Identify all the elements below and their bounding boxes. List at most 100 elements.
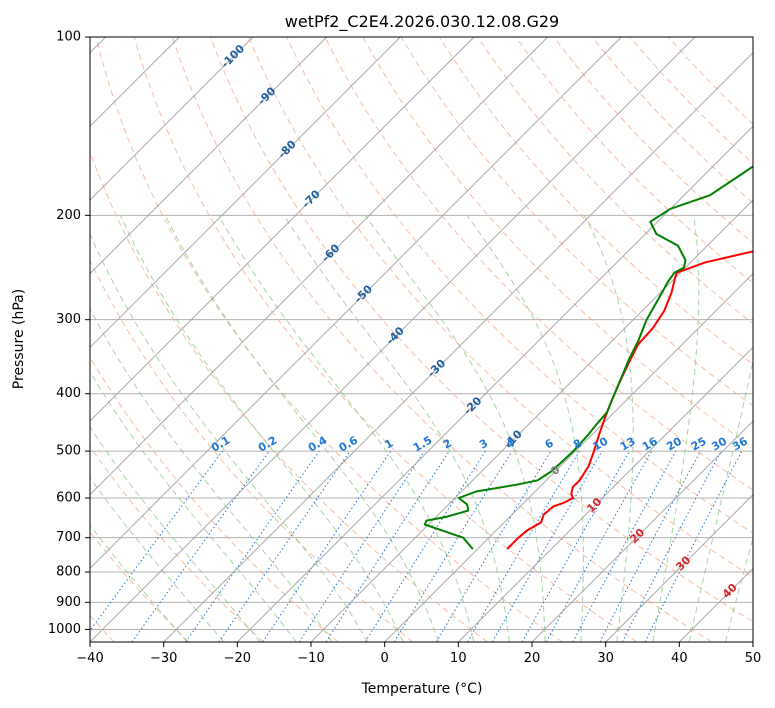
mixing-ratio-line (393, 450, 513, 642)
moist-adiabat-line (466, 215, 584, 642)
mixing-ratio-line (644, 450, 743, 642)
y-tick-label: 200 (56, 208, 81, 223)
mixing-ratio-label: 6 (543, 436, 556, 451)
dry-adiabat-line (95, 37, 563, 642)
dry-adiabat-line (591, 37, 753, 204)
mixing-ratio-label: 3 (477, 437, 490, 452)
moist-adiabat-line (762, 215, 775, 642)
moist-adiabat-line (725, 536, 753, 642)
isotherm-line (90, 37, 401, 348)
mixing-ratio-lines (90, 450, 743, 642)
isotherm-line (384, 273, 753, 642)
moist-adiabat-line (652, 215, 700, 642)
mixing-ratio-line (325, 450, 450, 642)
y-tick-label: 900 (56, 595, 81, 610)
isotherm-label: -20 (461, 394, 484, 417)
isotherm-line (752, 641, 753, 642)
moist-adiabat-line (583, 215, 634, 642)
mixing-ratio-label: 2 (441, 437, 454, 452)
moist-adiabat-line (90, 426, 261, 642)
mixing-ratio-line (262, 450, 392, 642)
moist-adiabat-line (90, 308, 333, 642)
dry-adiabat-line (400, 37, 753, 407)
dry-adiabat-line (553, 37, 753, 244)
isotherms (90, 37, 753, 642)
isotherm-line (90, 37, 548, 496)
mixing-ratio-line (218, 450, 351, 642)
y-tick-label: 300 (56, 312, 81, 327)
y-tick-label: 800 (56, 565, 81, 580)
dry-adiabat-line (171, 37, 712, 642)
moist-adiabat-line (364, 215, 546, 642)
isotherm-line (90, 37, 254, 201)
dry-adiabat-line (90, 259, 414, 642)
mixing-ratio-line (599, 450, 701, 642)
isotherm-label: -50 (352, 282, 375, 305)
mixing-ratio-line (364, 450, 486, 642)
isotherm-line (90, 37, 327, 275)
mixing-ratio-line (298, 450, 425, 642)
isotherm-label: -80 (276, 138, 299, 161)
isotherm-label: -90 (255, 84, 278, 107)
dry-adiabats (90, 37, 753, 642)
y-tick-label: 100 (56, 30, 81, 45)
isotherm-line (163, 52, 753, 642)
pressure-gridlines (90, 37, 753, 630)
dry-adiabat-line (324, 37, 753, 491)
moist-adiabat-line (688, 358, 753, 642)
isotherm-label: -40 (384, 324, 407, 347)
isotherm-line (90, 37, 622, 569)
y-tick-label: 500 (56, 444, 81, 459)
isotherm-line (458, 346, 753, 642)
y-tick-label: 600 (56, 491, 81, 506)
x-tick-label: 50 (745, 651, 762, 666)
x-tick-label: 0 (381, 651, 389, 666)
y-axis-title: Pressure (hPa) (11, 289, 27, 389)
dry-adiabat-line (668, 37, 753, 125)
isotherm-label: -30 (425, 357, 448, 380)
x-axis-title: Temperature (°C) (361, 681, 483, 697)
x-tick-label: 40 (671, 651, 688, 666)
isotherm-label: 20 (627, 526, 647, 546)
x-tick-label: −30 (150, 651, 177, 666)
isotherm-label: 30 (673, 553, 693, 573)
mixing-ratio-line (185, 450, 320, 642)
moist-adiabat-line (90, 370, 297, 642)
mixing-ratio-line (90, 450, 223, 632)
y-tick-label: 400 (56, 386, 81, 401)
dry-adiabat-line (248, 37, 753, 578)
mixing-ratio-line (521, 450, 630, 642)
isotherm-line (531, 420, 753, 642)
dry-adiabat-line (210, 37, 753, 623)
isotherm-line (679, 567, 753, 642)
plot-area: 0.1 0.2 0.4 0.6 1 1.5 2 3 4 6 8 10 13 16 20 25 30 36-100-… (90, 37, 775, 642)
x-tick-label: −40 (76, 651, 103, 666)
temperature-profile-line (506, 250, 753, 550)
x-tick-label: −10 (297, 651, 324, 666)
mixing-ratio-line (545, 450, 653, 642)
isotherm-line (237, 125, 753, 642)
moist-adiabat-line (218, 215, 475, 642)
isotherm-label: 0 (548, 463, 563, 478)
isotherm-line (605, 494, 753, 642)
profile-series (423, 165, 753, 550)
isopleth-labels: 0.1 0.2 0.4 0.6 1 1.5 2 3 4 6 8 10 13 16 20 25 30 36-100-… (209, 42, 750, 601)
moist-adiabat-line (164, 215, 439, 642)
x-tick-label: 20 (524, 651, 541, 666)
x-tick-label: 30 (597, 651, 614, 666)
chart-title: wetPf2_C2E4.2026.030.12.08.G29 (285, 12, 559, 32)
moist-adiabat-line (90, 476, 225, 642)
dewpoint-profile-line (423, 165, 753, 550)
isotherm-label: -10 (502, 427, 525, 450)
isotherm-label: -100 (219, 42, 248, 71)
isotherm-label: -70 (300, 187, 323, 210)
dry-adiabat-line (477, 37, 753, 325)
mixing-ratio-line (435, 450, 552, 642)
y-tick-label: 1000 (48, 622, 81, 637)
moist-adiabats (90, 215, 775, 642)
dry-adiabat-line (90, 531, 190, 642)
mixing-ratio-line (572, 450, 677, 642)
dry-adiabat-line (90, 445, 264, 642)
dry-adiabat-line (629, 37, 753, 165)
